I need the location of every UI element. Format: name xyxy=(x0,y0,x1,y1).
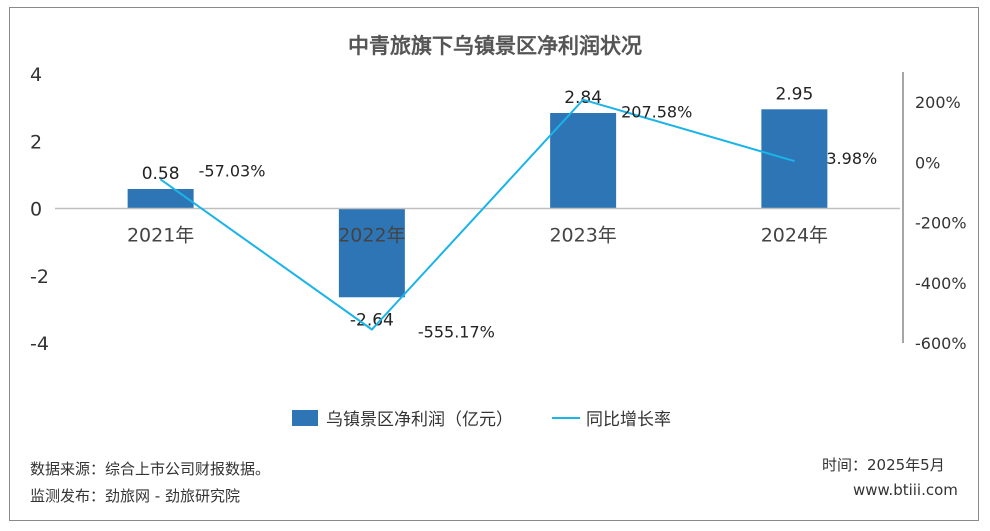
bar-data-label: 0.58 xyxy=(142,164,180,184)
legend-label-line: 同比增长率 xyxy=(586,410,671,430)
chart-frame xyxy=(9,7,979,521)
growth-rate-data-label: 3.98% xyxy=(826,149,877,168)
bar-data-label: 2.84 xyxy=(564,88,602,108)
bar-2021年 xyxy=(127,188,194,209)
left-axis-tick-label: -2 xyxy=(30,266,49,288)
growth-rate-line xyxy=(160,98,795,331)
right-axis-tick-label: 0% xyxy=(915,153,940,172)
right-axis-tick-label: -400% xyxy=(915,274,967,293)
bar-2023年 xyxy=(550,113,617,209)
bar-2022年 xyxy=(338,208,405,298)
growth-rate-point xyxy=(793,160,795,162)
growth-rate-point xyxy=(371,328,373,330)
footer-source: 数据来源：综合上市公司财报数据。 xyxy=(30,460,271,478)
growth-rate-data-label: 207.58% xyxy=(621,103,692,122)
left-axis-tick-label: -4 xyxy=(30,333,49,355)
legend-label-bar: 乌镇景区净利润（亿元） xyxy=(326,410,513,430)
category-label: 2022年 xyxy=(338,225,405,247)
growth-rate-point xyxy=(160,178,162,180)
category-label: 2024年 xyxy=(761,225,828,247)
growth-rate-data-label: -555.17% xyxy=(418,322,495,341)
left-axis-tick-label: 0 xyxy=(30,199,42,221)
chart-title: 中青旅旗下乌镇景区净利润状况 xyxy=(348,34,642,58)
left-axis-tick-label: 2 xyxy=(30,131,42,153)
left-axis-tick-label: 4 xyxy=(30,64,42,86)
category-label: 2021年 xyxy=(127,225,194,247)
footer-publisher: 监测发布：劲旅网 - 劲旅研究院 xyxy=(30,487,240,505)
bar-2024年 xyxy=(761,109,828,209)
legend-swatch-bar xyxy=(292,410,318,426)
bar-data-label: -2.64 xyxy=(350,310,394,330)
growth-rate-point xyxy=(582,99,584,101)
right-axis-tick-label: -200% xyxy=(915,214,967,233)
right-axis-tick-label: 200% xyxy=(915,93,961,112)
growth-rate-data-label: -57.03% xyxy=(199,161,266,180)
right-axis-tick-label: -600% xyxy=(915,334,967,353)
footer-site: www.btiii.com xyxy=(853,481,958,499)
bar-data-label: 2.95 xyxy=(775,84,813,104)
footer-time: 时间：2025年5月 xyxy=(822,456,945,474)
category-label: 2023年 xyxy=(549,225,616,247)
